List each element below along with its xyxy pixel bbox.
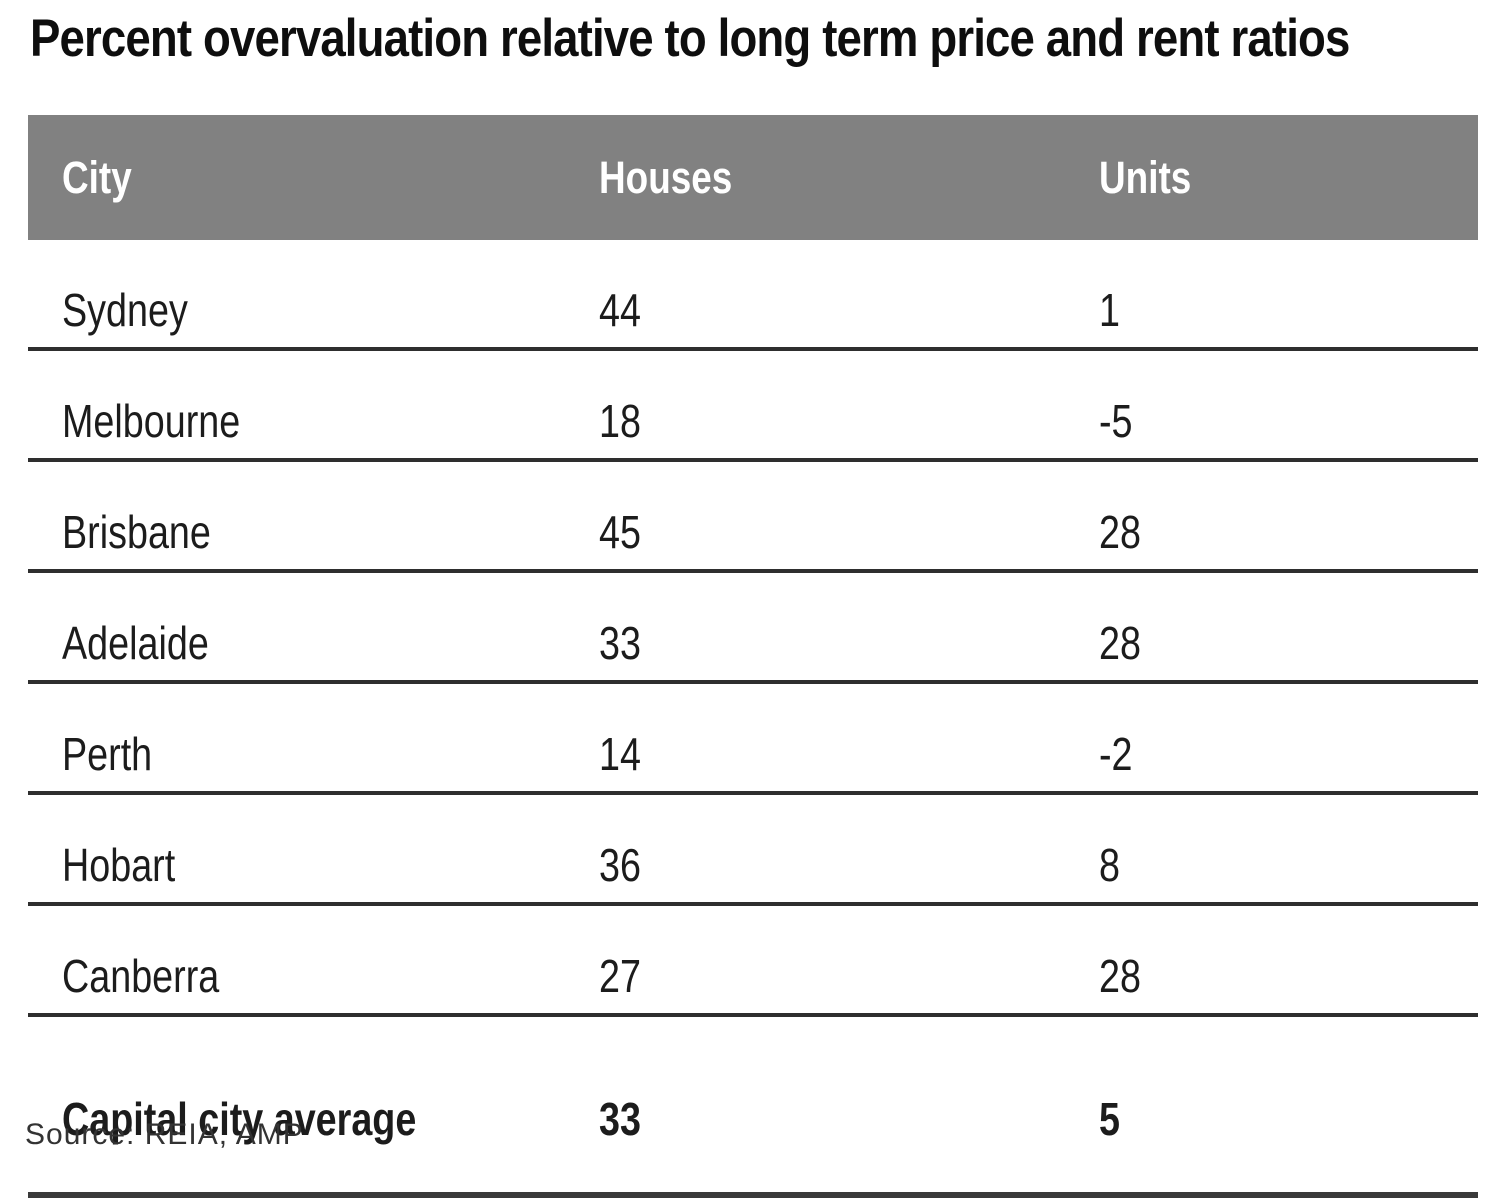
houses-cell-text: 45	[599, 506, 641, 558]
table-header-row: City Houses Units	[28, 115, 1478, 240]
units-cell-text: 1	[1099, 284, 1120, 336]
table-row: Adelaide 33 28	[28, 571, 1478, 684]
houses-cell-text: 18	[599, 395, 641, 447]
city-cell-text: Adelaide	[62, 617, 209, 669]
city-cell: Perth	[28, 682, 565, 795]
houses-cell: 14	[565, 682, 1065, 795]
houses-cell-text: 36	[599, 839, 641, 891]
table-row: Perth 14 -2	[28, 682, 1478, 795]
city-cell: Capital city average	[28, 1015, 565, 1198]
houses-cell: 18	[565, 349, 1065, 462]
houses-cell: 33	[565, 1015, 1065, 1198]
overvaluation-table: City Houses Units Sydney 44 1 Melbourne 18 -5…	[28, 115, 1478, 1198]
city-cell-text: Brisbane	[62, 506, 211, 558]
table-row: Capital city average 33 5	[28, 1015, 1478, 1198]
houses-cell-text: 27	[599, 950, 641, 1002]
units-cell: 1	[1065, 240, 1478, 351]
houses-cell: 27	[565, 904, 1065, 1017]
city-cell: Hobart	[28, 793, 565, 906]
houses-cell-text: 33	[599, 1093, 641, 1145]
houses-cell-text: 44	[599, 284, 641, 336]
city-cell-text: Canberra	[62, 950, 220, 1002]
city-cell-text: Hobart	[62, 839, 176, 891]
table-row: Brisbane 45 28	[28, 460, 1478, 573]
city-cell-text: Capital city average	[62, 1093, 417, 1145]
page-title: Percent overvaluation relative to long t…	[30, 8, 1498, 69]
units-cell: 28	[1065, 571, 1478, 684]
table-row: Sydney 44 1	[28, 240, 1478, 351]
column-header-units-label: Units	[1099, 151, 1192, 203]
units-cell: -5	[1065, 349, 1478, 462]
units-cell: 5	[1065, 1015, 1478, 1198]
houses-cell: 36	[565, 793, 1065, 906]
table-row: Canberra 27 28	[28, 904, 1478, 1017]
units-cell-text: -2	[1099, 728, 1133, 780]
units-cell-text: 5	[1099, 1093, 1120, 1145]
table-row: Hobart 36 8	[28, 793, 1478, 906]
city-cell: Adelaide	[28, 571, 565, 684]
units-cell: -2	[1065, 682, 1478, 795]
city-cell-text: Sydney	[62, 284, 188, 336]
column-header-houses-label: Houses	[599, 151, 733, 203]
column-header-city-label: City	[62, 151, 132, 203]
city-cell: Sydney	[28, 240, 565, 351]
city-cell: Brisbane	[28, 460, 565, 573]
city-cell: Melbourne	[28, 349, 565, 462]
units-cell-text: 28	[1099, 617, 1141, 669]
units-cell-text: 8	[1099, 839, 1120, 891]
units-cell: 28	[1065, 904, 1478, 1017]
table-row: Melbourne 18 -5	[28, 349, 1478, 462]
houses-cell-text: 33	[599, 617, 641, 669]
column-header-houses: Houses	[565, 115, 1065, 240]
city-cell: Canberra	[28, 904, 565, 1017]
units-cell: 28	[1065, 460, 1478, 573]
source-note: Source: REIA, AMP	[25, 1118, 304, 1151]
houses-cell-text: 14	[599, 728, 641, 780]
units-cell-text: 28	[1099, 506, 1141, 558]
houses-cell: 44	[565, 240, 1065, 351]
units-cell-text: 28	[1099, 950, 1141, 1002]
city-cell-text: Melbourne	[62, 395, 241, 447]
table-body: Sydney 44 1 Melbourne 18 -5 Brisbane 45 28 Adelai…	[28, 240, 1478, 1198]
units-cell-text: -5	[1099, 395, 1133, 447]
city-cell-text: Perth	[62, 728, 153, 780]
houses-cell: 33	[565, 571, 1065, 684]
column-header-units: Units	[1065, 115, 1478, 240]
houses-cell: 45	[565, 460, 1065, 573]
units-cell: 8	[1065, 793, 1478, 906]
page-title-text: Percent overvaluation relative to long t…	[30, 9, 1350, 68]
column-header-city: City	[28, 115, 565, 240]
